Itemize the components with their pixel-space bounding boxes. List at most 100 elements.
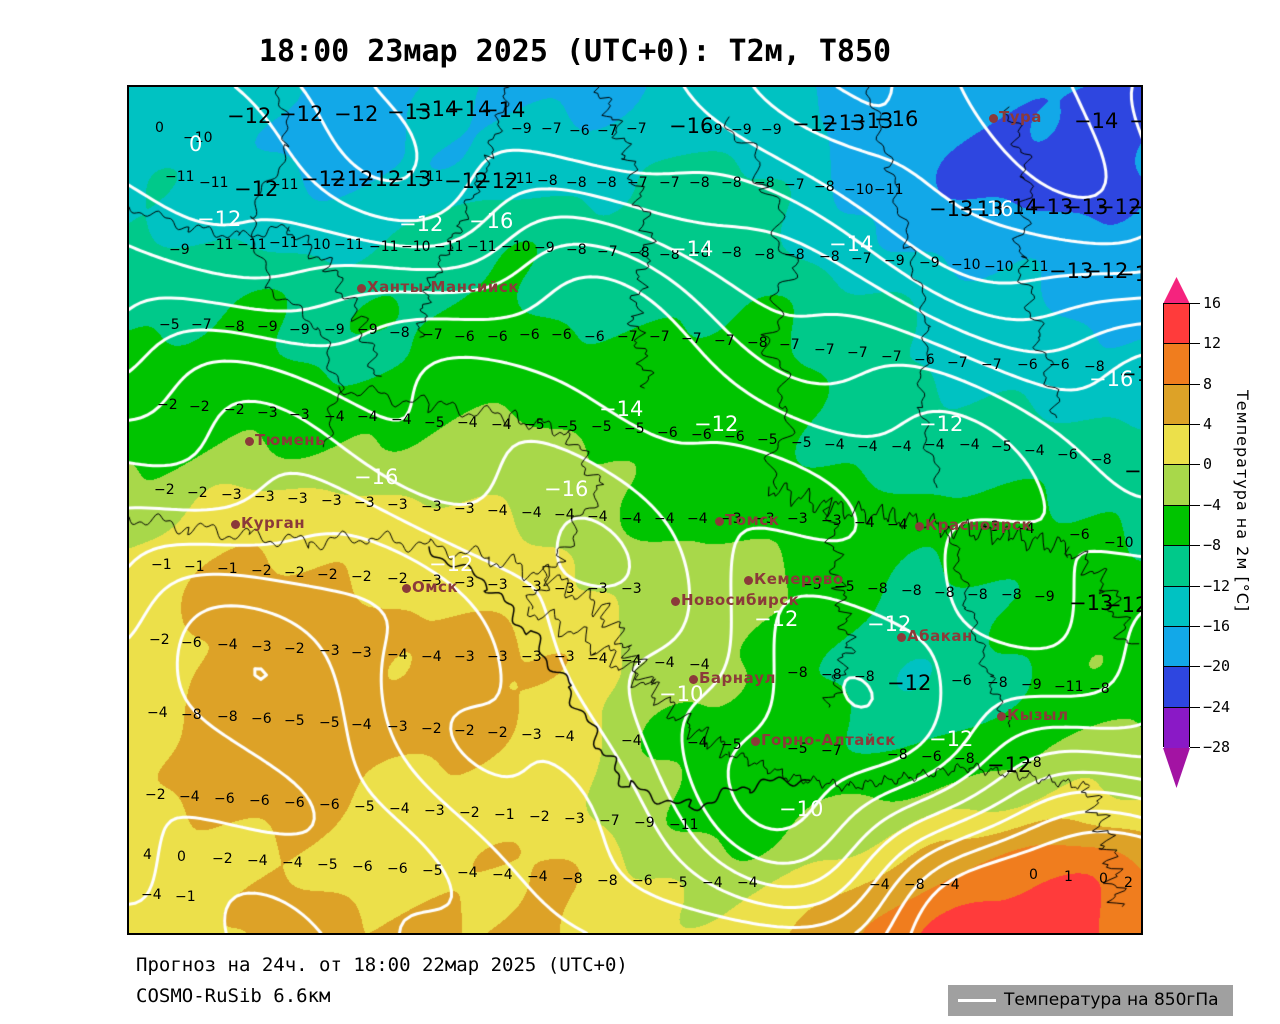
t2m-gridpoint-label: −5 [624,421,645,437]
t2m-gridpoint-label: −4 [702,875,723,891]
t2m-gridpoint-label: −11 [269,177,299,193]
t2m-gridpoint-label: 0 [155,120,164,136]
colorbar-tick-label: 8 [1203,374,1213,393]
city-label: Кемерово [754,570,844,588]
t2m-gridpoint-label: −9 [534,240,555,256]
t2m-gridpoint-label: −7 [599,813,620,829]
t2m-gridpoint-label: −7 [541,121,562,137]
t2m-gridpoint-label: −5 [284,713,305,729]
t2m-gridpoint-label: −11 [269,235,299,251]
t850-contour-label: −12 [867,612,912,636]
t2m-gridpoint-label: −4 [389,801,410,817]
t2m-gridpoint-label: −6 [632,873,653,889]
colorbar-tick [1190,585,1200,587]
t2m-gridpoint-label: −8 [754,247,775,263]
t2m-gridpoint-label: −8 [689,175,710,191]
colorbar-tick [1190,303,1200,304]
t850-contour-label: −16 [969,197,1014,221]
t2m-gridpoint-label: −6 [551,327,572,343]
t2m-gridpoint-label: −7 [422,327,443,343]
t2m-gridpoint-label: −5 [721,737,742,753]
t2m-gridpoint-label: −5 [801,577,822,593]
t2m-gridpoint-label: −6 [319,797,340,813]
t2m-gridpoint-label: −3 [454,501,475,517]
t2m-gridpoint-label: −7 [714,333,735,349]
t2m-gridpoint-label: −8 [596,175,617,191]
city-dot-icon [715,517,724,526]
t2m-gridpoint-label: −11 [199,175,229,191]
t2m-gridpoint-label: −4 [939,877,960,893]
city-label: Омск [412,578,459,596]
t2m-gridpoint-label: −2 [145,787,166,803]
t2m-gridpoint-label: −2 [487,725,508,741]
t2m-gridpoint-label: −13 [821,111,866,135]
t2m-gridpoint-label: −8 [967,587,988,603]
t2m-gridpoint-label: −7 [681,331,702,347]
t2m-gridpoint-label: 0 [1099,871,1108,887]
t2m-gridpoint-label: −12 [1084,259,1129,283]
city-dot-icon [744,576,753,585]
t2m-gridpoint-label: −3 [289,407,310,423]
t2m-gridpoint-label: −7 [597,123,618,139]
t850-contour-label: −14 [669,237,714,261]
colorbar-band [1164,465,1189,506]
colorbar-tick [1190,504,1200,506]
t2m-gridpoint-label: −10 [183,130,213,146]
t2m-gridpoint-label: −3 [821,513,842,529]
t2m-gridpoint-label: −3 [351,645,372,661]
t2m-gridpoint-label: −4 [587,509,608,525]
t2m-gridpoint-label: −12 [444,169,489,193]
t2m-gridpoint-label: −9 [919,255,940,271]
t2m-gridpoint-label: −4 [621,733,642,749]
colorbar-band [1164,344,1189,385]
t2m-gridpoint-label: −1 [175,889,196,905]
t2m-gridpoint-label: −6 [1017,357,1038,373]
t2m-gridpoint-label: −2 [251,563,272,579]
t2m-gridpoint-label: 1 [1064,869,1073,885]
t2m-gridpoint-label: −4 [689,657,710,673]
t2m-gridpoint-label: −14 [414,97,459,121]
city-dot-icon [989,114,998,123]
t2m-gridpoint-label: −4 [869,877,890,893]
t2m-gridpoint-label: −4 [621,653,642,669]
t2m-gridpoint-label: −7 [947,355,968,371]
t2m-gridpoint-label: −6 [181,635,202,651]
t2m-gridpoint-label: −6 [1069,527,1090,543]
t2m-gridpoint-label: −4 [1024,443,1045,459]
t2m-gridpoint-label: −10 [984,259,1014,275]
t2m-gridpoint-label: −4 [421,649,442,665]
t2m-gridpoint-label: −2 [187,485,208,501]
t2m-gridpoint-label: −9 [357,322,378,338]
t2m-gridpoint-label: −12 [301,167,346,191]
t2m-gridpoint-label: −12 [474,169,519,193]
t2m-gridpoint-label: −4 [654,655,675,671]
t2m-gridpoint-label: −5 [524,417,545,433]
city-dot-icon [671,597,680,606]
t850-contour-label: −12 [694,412,739,436]
contour-line-glyph [958,998,996,1002]
colorbar-band [1164,425,1189,466]
colorbar-band [1164,384,1189,426]
t2m-gridpoint-label: −5 [757,432,778,448]
t2m-gridpoint-label: −4 [179,789,200,805]
t2m-gridpoint-label: −6 [519,327,540,343]
t2m-gridpoint-label: −4 [491,417,512,433]
t2m-gridpoint-label: −12 [1104,593,1141,617]
colorbar-tick [1190,343,1200,345]
t2m-gridpoint-label: −4 [891,439,912,455]
t2m-gridpoint-label: −9 [761,122,782,138]
t2m-gridpoint-label: −9 [884,253,905,269]
t2m-gridpoint-label: −5 [557,419,578,435]
t2m-gridpoint-label: −13 [387,167,432,191]
city-label: Горно-Алтайск [761,731,896,749]
t2m-gridpoint-label: −7 [191,317,212,333]
t2m-gridpoint-label: −11 [1054,679,1084,695]
t2m-gridpoint-label: −9 [634,815,655,831]
t2m-gridpoint-label: −8 [901,583,922,599]
t2m-gridpoint-label: −1 [184,559,205,575]
t2m-gridpoint-label: −4 [387,647,408,663]
t2m-gridpoint-label: −6 [951,673,972,689]
model-line: COSMO-RuSib 6.6км [136,985,331,1007]
t2m-gridpoint-label: −3 [487,577,508,593]
city-label: Красноярск [925,516,1033,534]
